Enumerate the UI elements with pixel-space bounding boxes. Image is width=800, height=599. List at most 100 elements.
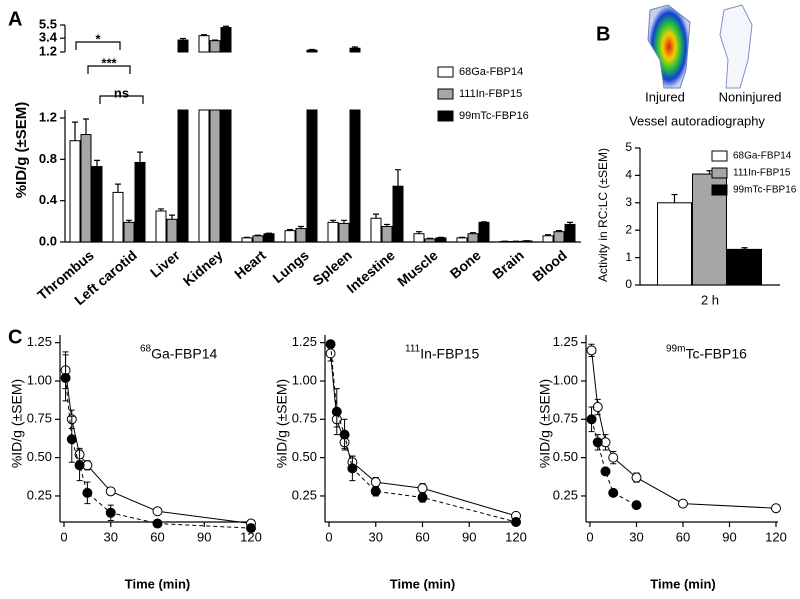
- significance-label: ns: [114, 85, 129, 100]
- y-tick-label: 1.25: [292, 334, 317, 349]
- data-point: [60, 372, 71, 383]
- legend-swatch: [711, 150, 728, 162]
- x-tick-label: 0: [325, 529, 332, 544]
- x-tick-label: 30: [104, 529, 118, 544]
- x-axis-label: Time (min): [125, 576, 191, 591]
- y-tick-label: 0.25: [27, 487, 52, 502]
- y-tick-label: 0.75: [553, 411, 578, 426]
- chart-title: In-FBP15: [420, 346, 479, 362]
- panel-label: B: [596, 23, 610, 45]
- y-tick-label: 5: [625, 140, 632, 154]
- bar: [155, 210, 167, 243]
- bar: [456, 237, 468, 243]
- data-point: [631, 472, 642, 483]
- bar: [727, 248, 762, 286]
- y-tick-label: 1: [625, 250, 632, 264]
- y-tick-label: 0.50: [27, 449, 52, 464]
- y-tick-label: 1.00: [553, 372, 578, 387]
- y-axis-label: Activity in RC:LC (±SEM): [596, 148, 610, 282]
- significance-label: ***: [101, 55, 117, 70]
- y-axis-label: %ID/g (±SEM): [537, 379, 553, 468]
- legend-swatch: [711, 167, 728, 179]
- data-point: [339, 429, 350, 440]
- error-bar: [341, 219, 347, 224]
- error-bar: [416, 231, 422, 234]
- bar: [80, 134, 92, 243]
- x-tick-label: 0: [586, 529, 593, 544]
- bar: [220, 109, 232, 243]
- error-bar: [556, 230, 562, 232]
- bar-upper: [198, 35, 210, 53]
- error-bar: [94, 159, 100, 167]
- y-tick-label: 3.4: [39, 30, 58, 45]
- data-point: [511, 517, 521, 527]
- data-point: [152, 506, 163, 517]
- legend-label: 68Ga-FBP14: [733, 151, 792, 162]
- x-tick-label: 60: [150, 529, 164, 544]
- error-bar: [427, 237, 433, 239]
- x-tick-label: 90: [197, 529, 211, 544]
- legend-label: 111In-FBP15: [459, 88, 522, 100]
- data-point: [347, 463, 358, 474]
- bar: [413, 233, 425, 243]
- data-point: [105, 486, 116, 497]
- y-tick-label: 0.75: [27, 411, 52, 426]
- significance-bracket: [75, 41, 121, 50]
- error-bar: [180, 37, 186, 41]
- data-point: [586, 345, 597, 356]
- bar: [338, 222, 350, 243]
- data-point: [152, 518, 163, 529]
- x-tick-label: Intestine: [343, 247, 398, 296]
- x-tick-label: Lungs: [269, 247, 312, 286]
- bar: [542, 235, 554, 243]
- bar: [91, 166, 103, 243]
- y-tick-label: 1.25: [553, 334, 578, 349]
- x-tick-label: 30: [629, 529, 643, 544]
- legend-label: 68Ga-FBP14: [459, 66, 523, 78]
- y-tick-label: 1.25: [27, 334, 52, 349]
- chart-title-superscript: 99m: [666, 344, 685, 355]
- y-tick-label: 1.2: [39, 43, 57, 58]
- bar: [166, 218, 178, 243]
- error-bar: [470, 232, 476, 234]
- y-tick-label: 3: [625, 195, 632, 209]
- bar: [381, 226, 393, 243]
- image-label: Injured: [645, 89, 685, 104]
- error-bar: [545, 234, 551, 236]
- x-tick-label: Liver: [147, 247, 183, 281]
- bar: [564, 223, 576, 243]
- error-bar: [741, 247, 748, 250]
- error-bar: [671, 193, 678, 203]
- bar: [467, 233, 479, 243]
- y-tick-label: 0.8: [39, 151, 57, 166]
- significance-label: *: [95, 31, 101, 46]
- error-bar: [126, 219, 132, 223]
- data-point: [678, 498, 688, 509]
- data-point: [608, 487, 619, 498]
- panel-label: C: [8, 326, 22, 348]
- y-tick-label: 2: [625, 222, 632, 236]
- legend-swatch: [437, 110, 454, 122]
- error-bar: [115, 183, 121, 193]
- y-tick-label: 0.75: [292, 411, 317, 426]
- bar: [123, 221, 135, 243]
- y-tick-label: 0.0: [39, 233, 57, 248]
- x-tick-label: Brain: [489, 247, 527, 282]
- data-point: [74, 460, 85, 471]
- x-tick-label: 60: [415, 529, 429, 544]
- bar: [252, 235, 264, 243]
- bar: [478, 221, 490, 243]
- bar-upper: [349, 47, 361, 53]
- error-bar: [266, 232, 272, 234]
- error-bar: [83, 118, 89, 135]
- injured-vessel-image: [647, 4, 691, 89]
- error-bar: [395, 169, 401, 187]
- data-point: [417, 483, 428, 494]
- error-bar: [373, 213, 379, 219]
- bar: [284, 230, 296, 243]
- image-caption: Vessel autoradiography: [629, 113, 765, 128]
- x-tick-label: 120: [240, 529, 262, 544]
- error-bar: [330, 219, 336, 223]
- x-tick-label: 90: [722, 529, 736, 544]
